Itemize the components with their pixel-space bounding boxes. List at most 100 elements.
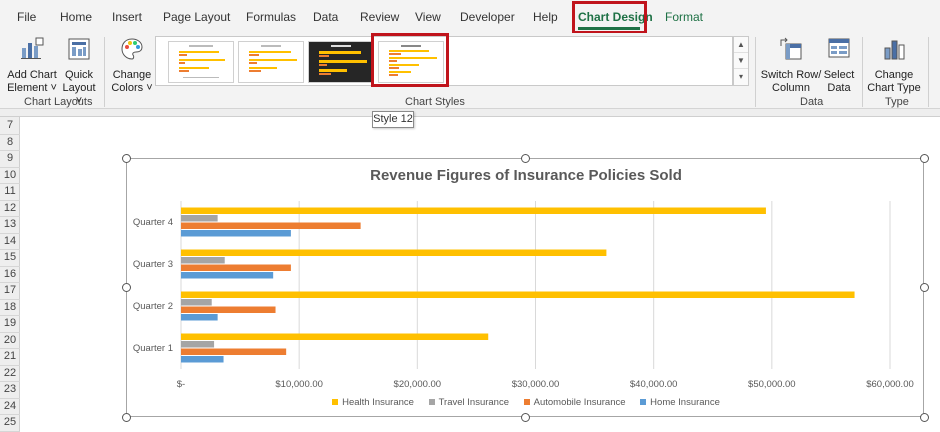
row-number[interactable]: 8 xyxy=(6,135,14,148)
add-chart-element-button[interactable]: Add Chart Element ˅ xyxy=(6,36,58,95)
ribbon-separator xyxy=(104,37,105,107)
quick-layout-label-2: Layout ˅ xyxy=(62,82,96,107)
bar-health-insurance xyxy=(181,291,855,298)
change-colors-button[interactable]: Change Colors ˅ xyxy=(110,36,154,95)
bar-automobile-insurance xyxy=(181,264,291,271)
active-tab-indicator xyxy=(578,27,640,30)
tab-insert[interactable]: Insert xyxy=(112,10,143,24)
tab-help[interactable]: Help xyxy=(533,10,558,24)
select-data-button[interactable]: Select Data xyxy=(822,36,856,95)
row-number[interactable]: 24 xyxy=(3,399,17,412)
tab-page-layout[interactable]: Page Layout xyxy=(163,10,231,24)
selected-style-highlight xyxy=(371,33,449,87)
plot-area[interactable]: $- $10,000.00 $20,000.00 $30,000.00 $40,000.… xyxy=(127,159,925,418)
quick-layout-button[interactable]: Quick Layout ˅ xyxy=(58,36,100,108)
row-header: 7 8 9 10 11 12 13 14 15 16 17 18 19 20 21 22 23 24 25 xyxy=(0,117,20,432)
row-number[interactable]: 10 xyxy=(3,168,17,181)
tab-format[interactable]: Format xyxy=(665,10,704,24)
chart-area[interactable]: Revenue Figures of Insurance Policies So… xyxy=(126,158,924,417)
tab-data[interactable]: Data xyxy=(313,10,339,24)
row-number[interactable]: 20 xyxy=(3,333,17,346)
row-number[interactable]: 21 xyxy=(3,350,17,362)
switch-row-column-button[interactable]: Switch Row/ Column xyxy=(760,36,822,95)
row-number[interactable]: 18 xyxy=(3,300,17,313)
row-divider xyxy=(0,430,20,432)
x-tick-label: $50,000.00 xyxy=(748,379,796,390)
row-number[interactable]: 17 xyxy=(3,284,17,296)
bar-home-insurance xyxy=(181,230,291,237)
row-number[interactable]: 14 xyxy=(3,234,17,247)
row-number[interactable]: 9 xyxy=(6,152,14,164)
tab-file[interactable]: File xyxy=(17,10,37,24)
resize-handle[interactable] xyxy=(521,154,530,163)
bar-travel-insurance xyxy=(181,257,225,264)
x-tick-label: $10,000.00 xyxy=(275,379,323,390)
tab-developer[interactable]: Developer xyxy=(460,10,515,24)
resize-handle[interactable] xyxy=(122,283,131,292)
row-divider xyxy=(0,216,20,217)
bar-travel-insurance xyxy=(181,341,215,348)
row-divider xyxy=(0,282,20,283)
chart-title[interactable]: Revenue Figures of Insurance Policies So… xyxy=(370,167,682,184)
chart-style-thumbnail[interactable] xyxy=(238,41,304,83)
category-label: Quarter 4 xyxy=(133,217,173,228)
select-data-icon xyxy=(828,38,850,58)
legend-swatch xyxy=(428,399,435,406)
bar-health-insurance xyxy=(181,333,489,340)
row-divider xyxy=(0,315,20,316)
tab-view[interactable]: View xyxy=(415,10,441,24)
row-number[interactable]: 23 xyxy=(3,383,17,395)
resize-handle[interactable] xyxy=(122,154,131,163)
resize-handle[interactable] xyxy=(521,413,530,422)
bar-home-insurance xyxy=(181,356,224,363)
style-preview-icon xyxy=(389,45,437,76)
row-number[interactable]: 7 xyxy=(6,119,14,131)
bar-home-insurance xyxy=(181,314,218,321)
resize-handle[interactable] xyxy=(920,283,929,292)
resize-handle[interactable] xyxy=(122,413,131,422)
row-number[interactable]: 13 xyxy=(3,218,17,230)
row-number[interactable]: 25 xyxy=(3,416,17,428)
row-divider xyxy=(0,249,20,250)
row-number[interactable]: 16 xyxy=(3,267,17,280)
tab-home[interactable]: Home xyxy=(60,10,93,24)
style-preview-icon xyxy=(249,45,297,72)
resize-handle[interactable] xyxy=(920,413,929,422)
chart-style-thumbnail[interactable] xyxy=(168,41,234,83)
bar-travel-insurance xyxy=(181,299,212,306)
ribbon-separator xyxy=(755,37,756,107)
more-icon[interactable]: ▾ xyxy=(738,72,743,81)
row-divider xyxy=(0,414,20,415)
chart-layouts-group-label: Chart Layouts xyxy=(24,96,93,108)
row-number[interactable]: 11 xyxy=(4,185,16,197)
ribbon: Add Chart Element ˅ Quick Layout ˅ Chart… xyxy=(0,33,940,109)
tab-review[interactable]: Review xyxy=(360,10,400,24)
tab-formulas[interactable]: Formulas xyxy=(246,10,297,24)
gallery-scroll[interactable]: ▲ ▼ ▾ xyxy=(733,36,749,86)
legend-swatch xyxy=(523,399,530,406)
row-divider xyxy=(0,364,20,366)
chart-legend[interactable]: Health Insurance Travel Insurance Automo… xyxy=(127,397,925,408)
row-number[interactable]: 19 xyxy=(3,317,17,329)
ribbon-separator xyxy=(862,37,863,107)
legend-swatch xyxy=(640,399,647,406)
category-label: Quarter 1 xyxy=(133,343,173,354)
chevron-down-icon[interactable]: ▼ xyxy=(734,53,748,69)
chart-style-thumbnail[interactable] xyxy=(308,41,374,83)
chevron-up-icon[interactable]: ▲ xyxy=(734,37,748,53)
row-divider xyxy=(0,298,20,300)
change-chart-type-icon xyxy=(884,40,905,60)
add-chart-element-icon xyxy=(21,37,44,59)
row-number[interactable]: 12 xyxy=(3,201,17,214)
tab-chart-design[interactable]: Chart Design xyxy=(578,10,653,24)
change-chart-type-button[interactable]: Change Chart Type xyxy=(866,36,922,95)
row-number[interactable]: 15 xyxy=(3,251,17,263)
legend-item-automobile: Automobile Insurance xyxy=(523,397,626,408)
row-divider xyxy=(0,381,20,382)
row-number[interactable]: 22 xyxy=(3,366,17,379)
x-tick-label: $30,000.00 xyxy=(512,379,560,390)
bar-automobile-insurance xyxy=(181,222,361,229)
style-preview-icon xyxy=(319,45,367,75)
chart-style-12-thumbnail[interactable] xyxy=(378,41,444,83)
resize-handle[interactable] xyxy=(920,154,929,163)
